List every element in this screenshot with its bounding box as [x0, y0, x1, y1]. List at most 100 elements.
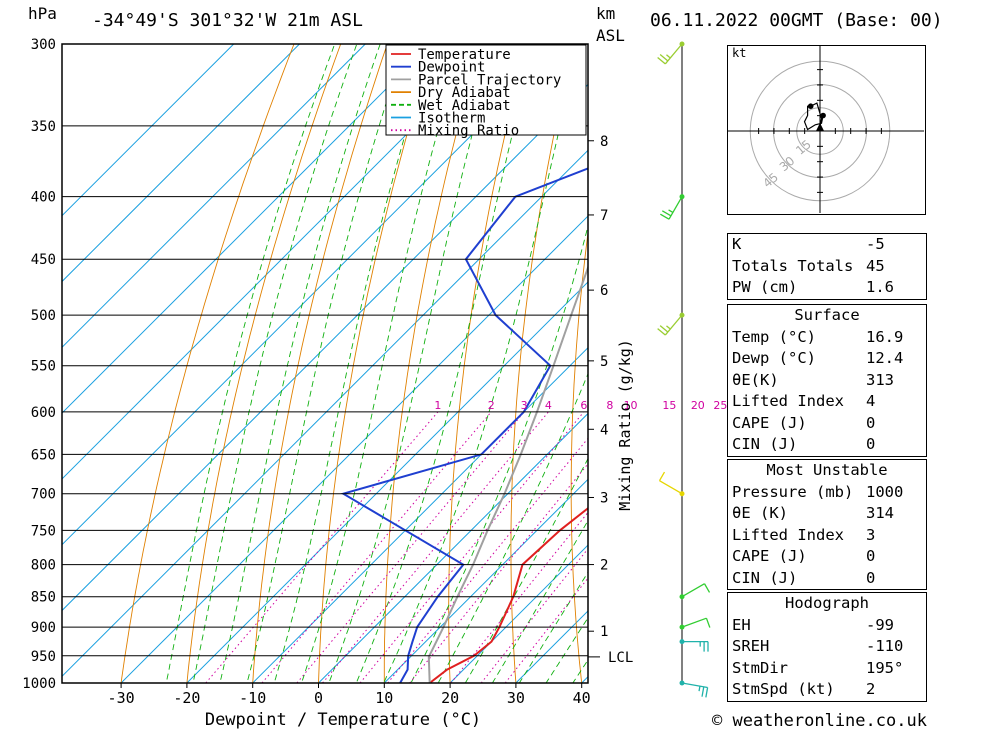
totals-totals-label: Totals Totals	[732, 256, 854, 275]
surface-row: Temp (°C) 16.9	[728, 327, 926, 349]
dry-adiabat-line	[120, 44, 295, 683]
hodograph-index-label: StmSpd (kt)	[732, 680, 835, 698]
legend-label: Parcel Trajectory	[418, 72, 561, 88]
wet-adiabat-line	[383, 44, 581, 683]
most-unstable-label: CAPE (J)	[732, 547, 807, 565]
hodograph-point	[820, 112, 826, 119]
mixing-ratio-line	[261, 411, 492, 683]
mixing-ratio-label: 1	[434, 399, 441, 412]
wind-barb-dot	[679, 194, 685, 200]
wet-adiabat-line	[219, 44, 381, 683]
most-unstable-value: 0	[866, 568, 876, 587]
wet-adiabat-line	[355, 44, 536, 683]
wind-barb-half-flag	[666, 54, 671, 59]
wind-barb-dot	[679, 594, 685, 600]
wind-barb-flag	[657, 328, 666, 336]
km-tick-label: 1	[600, 624, 608, 640]
most-unstable-table: Most Unstable Pressure (mb) 1000 θE (K) 314…	[727, 459, 927, 590]
wind-barb-dot	[679, 624, 685, 630]
dry-adiabat-line	[570, 229, 588, 683]
wet-adiabat-line	[192, 44, 358, 683]
wind-barb	[679, 680, 709, 698]
wind-barb-flag	[658, 471, 666, 482]
storm-motion-marker	[816, 122, 824, 131]
x-tick-label: -20	[173, 689, 200, 707]
pressure-tick-label: 450	[31, 252, 56, 268]
isotherm-line	[120, 215, 588, 683]
wind-barb-dot	[679, 680, 685, 686]
indices-table-top: K -5 Totals Totals 45 PW (cm) 1.6	[727, 233, 927, 300]
hodograph-table-title: Hodograph	[785, 594, 869, 612]
pressure-tick-label: 350	[31, 119, 56, 135]
wind-barb	[679, 583, 711, 600]
asl-unit-label: ASL	[596, 26, 625, 45]
surface-label: Dewp (°C)	[732, 349, 816, 367]
km-tick-label: 5	[600, 354, 608, 370]
hodograph-unit-label: kt	[732, 46, 747, 60]
hodograph-index-row: StmSpd (kt) 2	[728, 679, 926, 701]
isotherm-line	[252, 346, 588, 683]
most-unstable-title: Most Unstable	[766, 461, 888, 479]
legend-label: Dry Adiabat	[418, 85, 511, 101]
isotherm-line	[62, 44, 366, 349]
wet-adiabat-line	[518, 571, 588, 683]
pressure-tick-label: 700	[31, 487, 56, 503]
most-unstable-value: 3	[866, 525, 876, 544]
surface-row: θE(K) 313	[728, 370, 926, 392]
isotherm-line	[318, 412, 588, 683]
location-title: -34°49'S 301°32'W 21m ASL	[92, 10, 363, 31]
most-unstable-row: θE (K) 314	[728, 503, 926, 525]
totals-totals-value: 45	[866, 256, 885, 275]
wind-barb	[660, 194, 685, 220]
x-tick-label: 10	[375, 689, 393, 707]
most-unstable-label: Lifted Index	[732, 525, 844, 544]
most-unstable-label: θE (K)	[732, 504, 788, 522]
pressure-tick-label: 550	[31, 359, 56, 375]
wind-barb	[679, 639, 709, 652]
surface-value: 12.4	[866, 349, 904, 367]
hodograph-ring-label: 15	[793, 137, 814, 158]
wet-adiabat-line	[545, 617, 588, 683]
dry-adiabat-line	[630, 7, 675, 709]
hodograph-index-value: 2	[866, 680, 876, 698]
km-unit-label: km	[596, 4, 616, 23]
wind-barb-flag	[705, 617, 711, 628]
wind-barb-shaft	[681, 583, 705, 598]
isotherm-line	[186, 281, 588, 683]
pressure-tick-label: 1000	[22, 676, 56, 692]
surface-row: CAPE (J) 0	[728, 413, 926, 435]
mixing-ratio-axis-title: Mixing Ratio (g/kg)	[616, 339, 634, 511]
wet-adiabat-line	[437, 372, 588, 683]
legend-box	[385, 44, 587, 136]
wind-barb-flag	[659, 54, 669, 62]
surface-title: Surface	[794, 306, 860, 324]
k-index-label: K	[732, 235, 742, 253]
km-tick-label: 4	[600, 422, 608, 438]
mixing-ratio-label: 20	[691, 399, 705, 412]
wind-barb	[657, 41, 685, 65]
wind-barb-half-flag	[668, 209, 674, 214]
mixing-ratio-label: 15	[662, 399, 676, 412]
mixing-ratio-label: 4	[545, 399, 552, 412]
legend-label: Temperature	[418, 47, 511, 63]
most-unstable-value: 1000	[866, 482, 904, 501]
mixing-ratio-label: 8	[606, 399, 613, 412]
surface-label: Temp (°C)	[732, 327, 816, 346]
surface-row: CIN (J) 0	[728, 434, 926, 456]
dry-adiabat-line	[318, 44, 435, 683]
x-tick-label: -10	[239, 689, 266, 707]
most-unstable-value: 0	[866, 547, 876, 565]
x-tick-label: 20	[441, 689, 459, 707]
surface-label: CAPE (J)	[732, 413, 807, 432]
isotherm-line	[62, 44, 300, 283]
pressure-tick-label: 950	[31, 649, 56, 665]
most-unstable-row: Lifted Index 3	[728, 525, 926, 547]
hodograph-index-label: StmDir	[732, 658, 788, 677]
wind-barb-shaft	[664, 43, 683, 65]
totals-totals-row: Totals Totals 45	[728, 256, 926, 278]
isotherm-line	[383, 478, 588, 683]
mixing-ratio-line	[504, 577, 588, 683]
wind-barb-flag	[705, 687, 709, 698]
surface-value: 0	[866, 413, 876, 432]
k-index-value: -5	[866, 235, 885, 253]
